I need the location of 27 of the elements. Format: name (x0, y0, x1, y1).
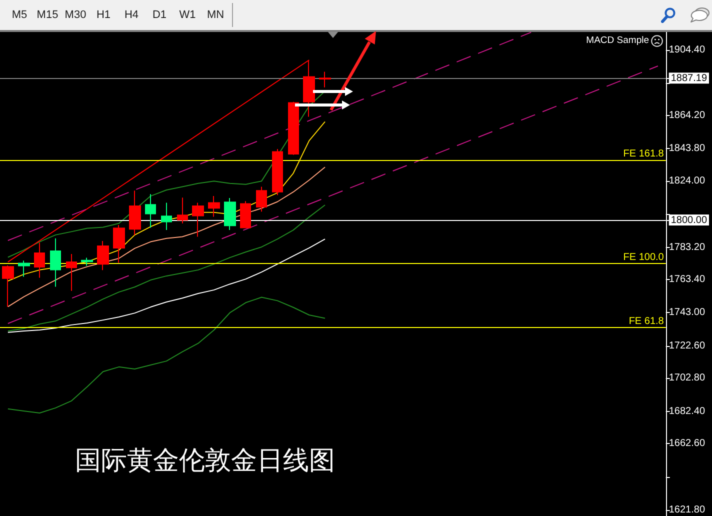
y-tick-label: 1800.00 (670, 214, 708, 226)
text: H4 (123, 8, 140, 23)
text: H1 (95, 8, 112, 23)
y-tick-label: 1843.80 (668, 143, 706, 154)
y-tick-label: 1824.00 (668, 175, 706, 186)
ref-line-label: FE 161.8 (623, 148, 664, 160)
text: 国际黄金伦敦金日线图 (75, 446, 335, 476)
y-tick-label: 1621.80 (668, 504, 706, 516)
y-tick-label: 1702.80 (668, 372, 706, 384)
y-tick-label: 1864.20 (668, 110, 706, 121)
y-tick-label: 1904.40 (668, 44, 706, 56)
y-tick-label: 1682.40 (668, 406, 706, 417)
text: D1 (151, 8, 168, 23)
ref-line-label: FE 100.0 (623, 252, 664, 263)
text: M5 (10, 8, 28, 23)
text: W1 (178, 8, 197, 23)
y-tick-label: 1887.19 (670, 73, 708, 84)
y-tick-label: 1722.60 (668, 340, 706, 352)
text: M15 (36, 8, 60, 23)
y-tick-label: 1763.40 (668, 274, 706, 286)
y-tick-label: 1783.20 (668, 242, 706, 253)
ref-line-label: FE 61.8 (628, 316, 664, 327)
annotation: MACD Sample (586, 35, 649, 47)
text: M30 (64, 8, 88, 23)
y-tick-label: 1743.00 (668, 307, 706, 318)
y-tick-label: 1662.60 (668, 438, 706, 450)
text: MN (206, 8, 226, 23)
